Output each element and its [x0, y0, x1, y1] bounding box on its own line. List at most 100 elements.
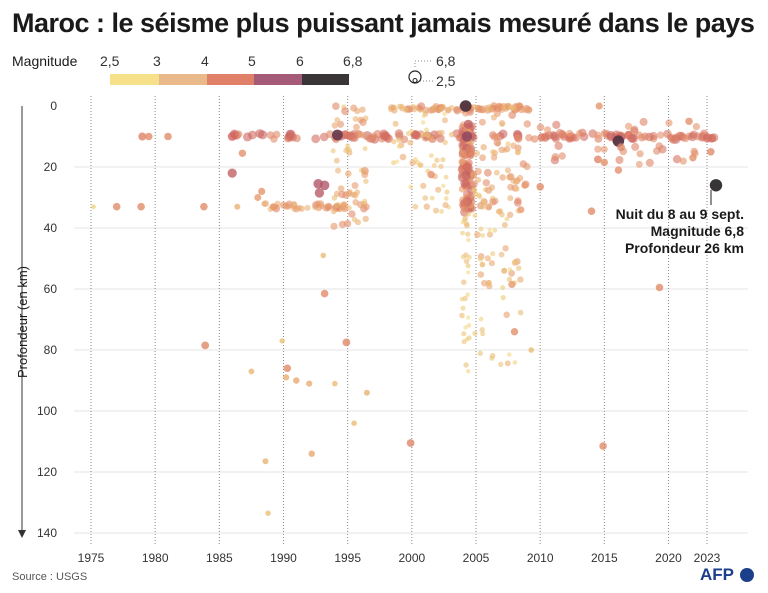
- cluster-point: [369, 132, 378, 141]
- cluster-point: [490, 149, 496, 155]
- cluster-point: [490, 251, 496, 257]
- cluster-point: [504, 360, 511, 367]
- annotation-magnitude: Magnitude 6,8: [651, 223, 745, 239]
- cluster-point: [396, 137, 402, 143]
- cluster-point: [525, 134, 533, 142]
- data-point: [342, 338, 351, 347]
- afp-logo: AFP: [700, 565, 734, 584]
- cluster-point: [330, 148, 336, 154]
- y-tick-label: 140: [37, 526, 57, 540]
- cluster-point: [606, 131, 616, 141]
- data-point: [479, 261, 486, 268]
- legend-color-segment: [254, 74, 302, 85]
- data-point: [689, 154, 697, 162]
- data-point: [138, 132, 147, 141]
- cluster-point: [444, 189, 450, 195]
- cluster-point: [243, 132, 252, 142]
- cluster-point: [411, 105, 418, 113]
- cluster-point: [442, 117, 448, 124]
- cluster-point: [578, 128, 587, 137]
- legend-label: Magnitude: [12, 53, 78, 69]
- cluster-point: [490, 133, 499, 141]
- data-point: [234, 203, 241, 210]
- data-point: [614, 166, 623, 174]
- data-point: [459, 100, 472, 112]
- y-axis: 0 20 40 60 80 100 120 140 Profondeur (en km): [15, 99, 57, 540]
- cluster-point: [498, 251, 505, 258]
- cluster-point: [266, 131, 275, 140]
- cluster-point: [702, 133, 712, 143]
- cluster-point: [467, 254, 472, 260]
- cluster-point: [298, 205, 305, 212]
- cluster-point: [477, 350, 483, 356]
- data-point: [320, 289, 329, 298]
- data-point: [258, 187, 266, 195]
- cluster-point: [429, 195, 435, 201]
- cluster-point: [544, 126, 551, 134]
- cluster-point: [288, 132, 297, 142]
- cluster-point: [469, 171, 478, 179]
- cluster-point: [478, 226, 484, 232]
- cluster-point: [415, 160, 420, 166]
- cluster-point: [502, 245, 509, 252]
- cluster-point: [341, 107, 349, 116]
- cluster-point: [645, 158, 654, 167]
- legend-color-segment: [207, 74, 254, 85]
- cluster-point: [424, 127, 429, 133]
- data-point: [262, 458, 269, 465]
- cluster-point: [399, 103, 405, 110]
- data-point: [485, 279, 492, 286]
- size-legend-small: [412, 78, 418, 83]
- cluster-point: [523, 162, 531, 171]
- cluster-point: [656, 131, 665, 139]
- data-point: [462, 162, 472, 172]
- x-tick-label: 1995: [334, 551, 361, 565]
- cluster-point: [551, 153, 560, 161]
- cluster-point: [499, 211, 505, 218]
- cluster-point: [351, 216, 358, 223]
- data-point: [265, 510, 271, 516]
- cluster-point: [663, 129, 672, 139]
- cluster-point: [512, 360, 518, 365]
- cluster-point: [460, 149, 468, 157]
- cluster-point: [408, 184, 414, 190]
- cluster-point: [422, 110, 429, 117]
- cluster-point: [513, 198, 522, 207]
- cluster-point: [341, 201, 348, 208]
- cluster-point: [460, 254, 466, 260]
- annotation: Nuit du 8 au 9 sept. Magnitude 6,8 Profo…: [616, 190, 745, 256]
- cluster-point: [489, 353, 496, 359]
- cluster-point: [474, 231, 481, 238]
- cluster-point: [690, 147, 698, 156]
- y-tick-label: 60: [44, 282, 58, 296]
- data-point: [238, 149, 247, 157]
- cluster-point: [392, 120, 399, 127]
- cluster-point: [556, 128, 564, 137]
- legend-color-segment: [302, 74, 349, 85]
- cluster-point: [466, 369, 471, 374]
- data-point: [521, 181, 529, 189]
- cluster-point: [439, 209, 444, 214]
- legend-tick-label: 4: [201, 53, 209, 69]
- cluster-point: [493, 169, 500, 176]
- cluster-point: [493, 138, 502, 147]
- cluster-point: [359, 106, 366, 113]
- cluster-point: [411, 130, 421, 140]
- cluster-point: [503, 311, 511, 319]
- cluster-point: [495, 102, 503, 110]
- cluster-point: [641, 132, 649, 141]
- cluster-point: [441, 183, 446, 188]
- cluster-point: [359, 131, 367, 139]
- data-point: [594, 155, 602, 164]
- cluster-point: [442, 139, 448, 146]
- cluster-point: [272, 130, 281, 139]
- cluster-point: [478, 316, 484, 322]
- x-axis: 1975 1980 1985 1990 1995 2000 2005 2010 2015 2020…: [78, 551, 721, 565]
- data-point: [283, 374, 290, 381]
- data-point: [406, 439, 415, 447]
- cluster-point: [330, 222, 338, 230]
- data-point: [254, 194, 262, 201]
- cluster-point: [459, 312, 465, 319]
- cluster-point: [434, 157, 440, 163]
